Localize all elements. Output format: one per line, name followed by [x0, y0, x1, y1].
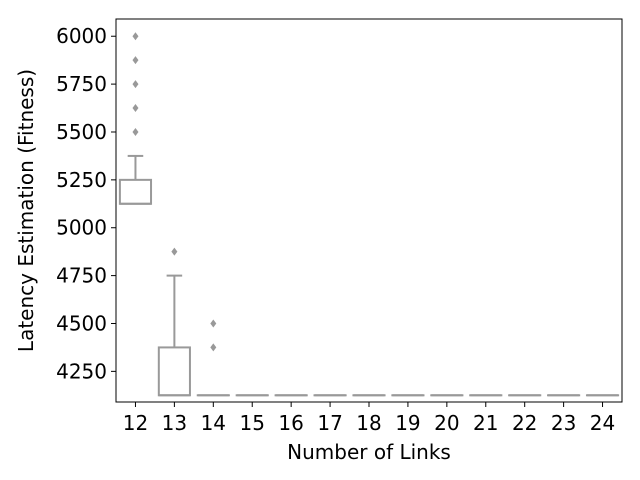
x-tick-label: 16	[278, 411, 303, 435]
y-tick-label: 5500	[56, 120, 107, 144]
x-axis: 12 13 14 15 16 17 18 19 20 21 22 23 24	[123, 402, 615, 435]
outlier-point	[132, 32, 139, 41]
x-tick-label: 13	[162, 411, 187, 435]
x-tick-label: 22	[512, 411, 537, 435]
plot-area	[118, 32, 620, 397]
x-tick-label: 23	[551, 411, 576, 435]
y-tick-label: 4750	[56, 264, 107, 288]
box-group	[196, 319, 230, 397]
y-tick-label: 5000	[56, 216, 107, 240]
x-tick-label: 24	[590, 411, 615, 435]
box-group	[157, 247, 191, 397]
outlier-point	[171, 247, 178, 256]
outlier-point	[132, 104, 139, 113]
y-tick-label: 6000	[56, 24, 107, 48]
y-tick-label: 5250	[56, 168, 107, 192]
x-tick-label: 19	[395, 411, 420, 435]
x-tick-label: 14	[201, 411, 226, 435]
x-tick-label: 21	[473, 411, 498, 435]
x-tick-label: 20	[434, 411, 459, 435]
x-tick-label: 18	[356, 411, 381, 435]
outlier-point	[210, 343, 217, 352]
y-tick-label: 4250	[56, 359, 107, 383]
y-axis-label: Latency Estimation (Fitness)	[14, 69, 38, 352]
y-tick-label: 5750	[56, 72, 107, 96]
outlier-point	[132, 127, 139, 136]
outlier-point	[132, 80, 139, 89]
box-group	[118, 32, 153, 205]
x-tick-label: 17	[317, 411, 342, 435]
x-axis-label: Number of Links	[287, 440, 451, 464]
box	[118, 178, 153, 205]
y-tick-label: 4500	[56, 311, 107, 335]
outlier-point	[132, 56, 139, 65]
y-axis: 4250 4500 4750 5000 5250 5500 5750 6000	[56, 24, 116, 383]
outlier-point	[210, 319, 217, 328]
x-tick-label: 15	[240, 411, 265, 435]
box	[157, 346, 191, 397]
x-tick-label: 12	[123, 411, 148, 435]
plot-frame	[115, 18, 623, 403]
